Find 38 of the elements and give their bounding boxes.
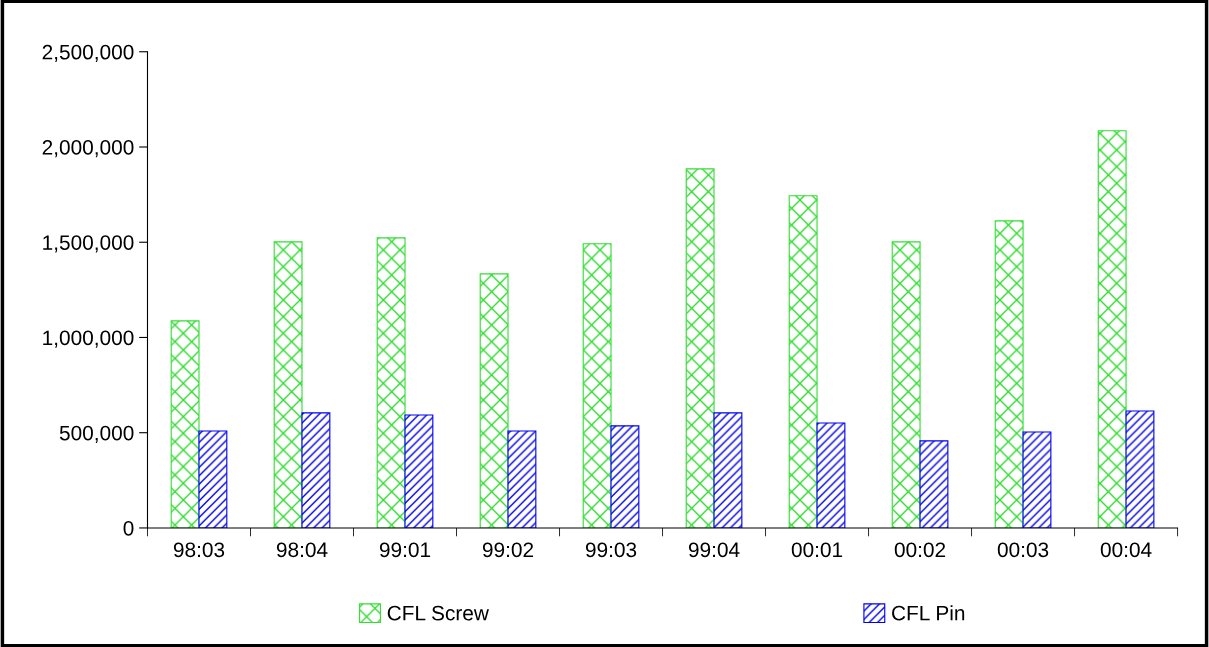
x-tick-label: 00:04 (1100, 542, 1152, 558)
bar (713, 412, 743, 528)
legend-label: CFL Screw (387, 605, 489, 621)
x-tick-label: 00:03 (997, 542, 1049, 558)
bar (376, 237, 406, 528)
bar (1097, 130, 1127, 528)
x-tick-label: 00:01 (791, 542, 843, 558)
y-tick-label: 0 (123, 520, 134, 536)
bar (788, 195, 818, 528)
legend-label: CFL Pin (892, 605, 965, 621)
y-tick-label: 1,000,000 (43, 330, 134, 348)
y-tick-label: 2,000,000 (42, 140, 134, 158)
x-tick-label: 00:02 (894, 542, 946, 558)
bar (273, 241, 303, 528)
bar (404, 414, 434, 528)
x-tick-label: 98:04 (276, 542, 328, 558)
bar (1022, 431, 1052, 528)
x-tick-label: 99:03 (585, 542, 637, 558)
bar (1125, 410, 1155, 528)
bar (816, 422, 846, 528)
bar (582, 243, 612, 528)
bar (507, 430, 537, 528)
x-tick-label: 99:01 (379, 542, 431, 558)
bar (479, 273, 509, 528)
bar (919, 440, 949, 528)
bar (301, 412, 331, 528)
x-tick-label: 99:02 (482, 542, 534, 558)
bar (891, 241, 921, 528)
bar (610, 425, 640, 528)
x-tick-label: 98:03 (173, 542, 225, 558)
bar (198, 430, 228, 528)
x-tick-label: 99:04 (688, 542, 740, 558)
bar (685, 168, 715, 528)
y-tick-label: 2,500,000 (42, 44, 134, 62)
y-tick-label: 500,000 (59, 425, 134, 443)
bar (170, 320, 200, 528)
y-tick-label: 1,500,000 (43, 235, 134, 253)
bar (994, 220, 1024, 528)
